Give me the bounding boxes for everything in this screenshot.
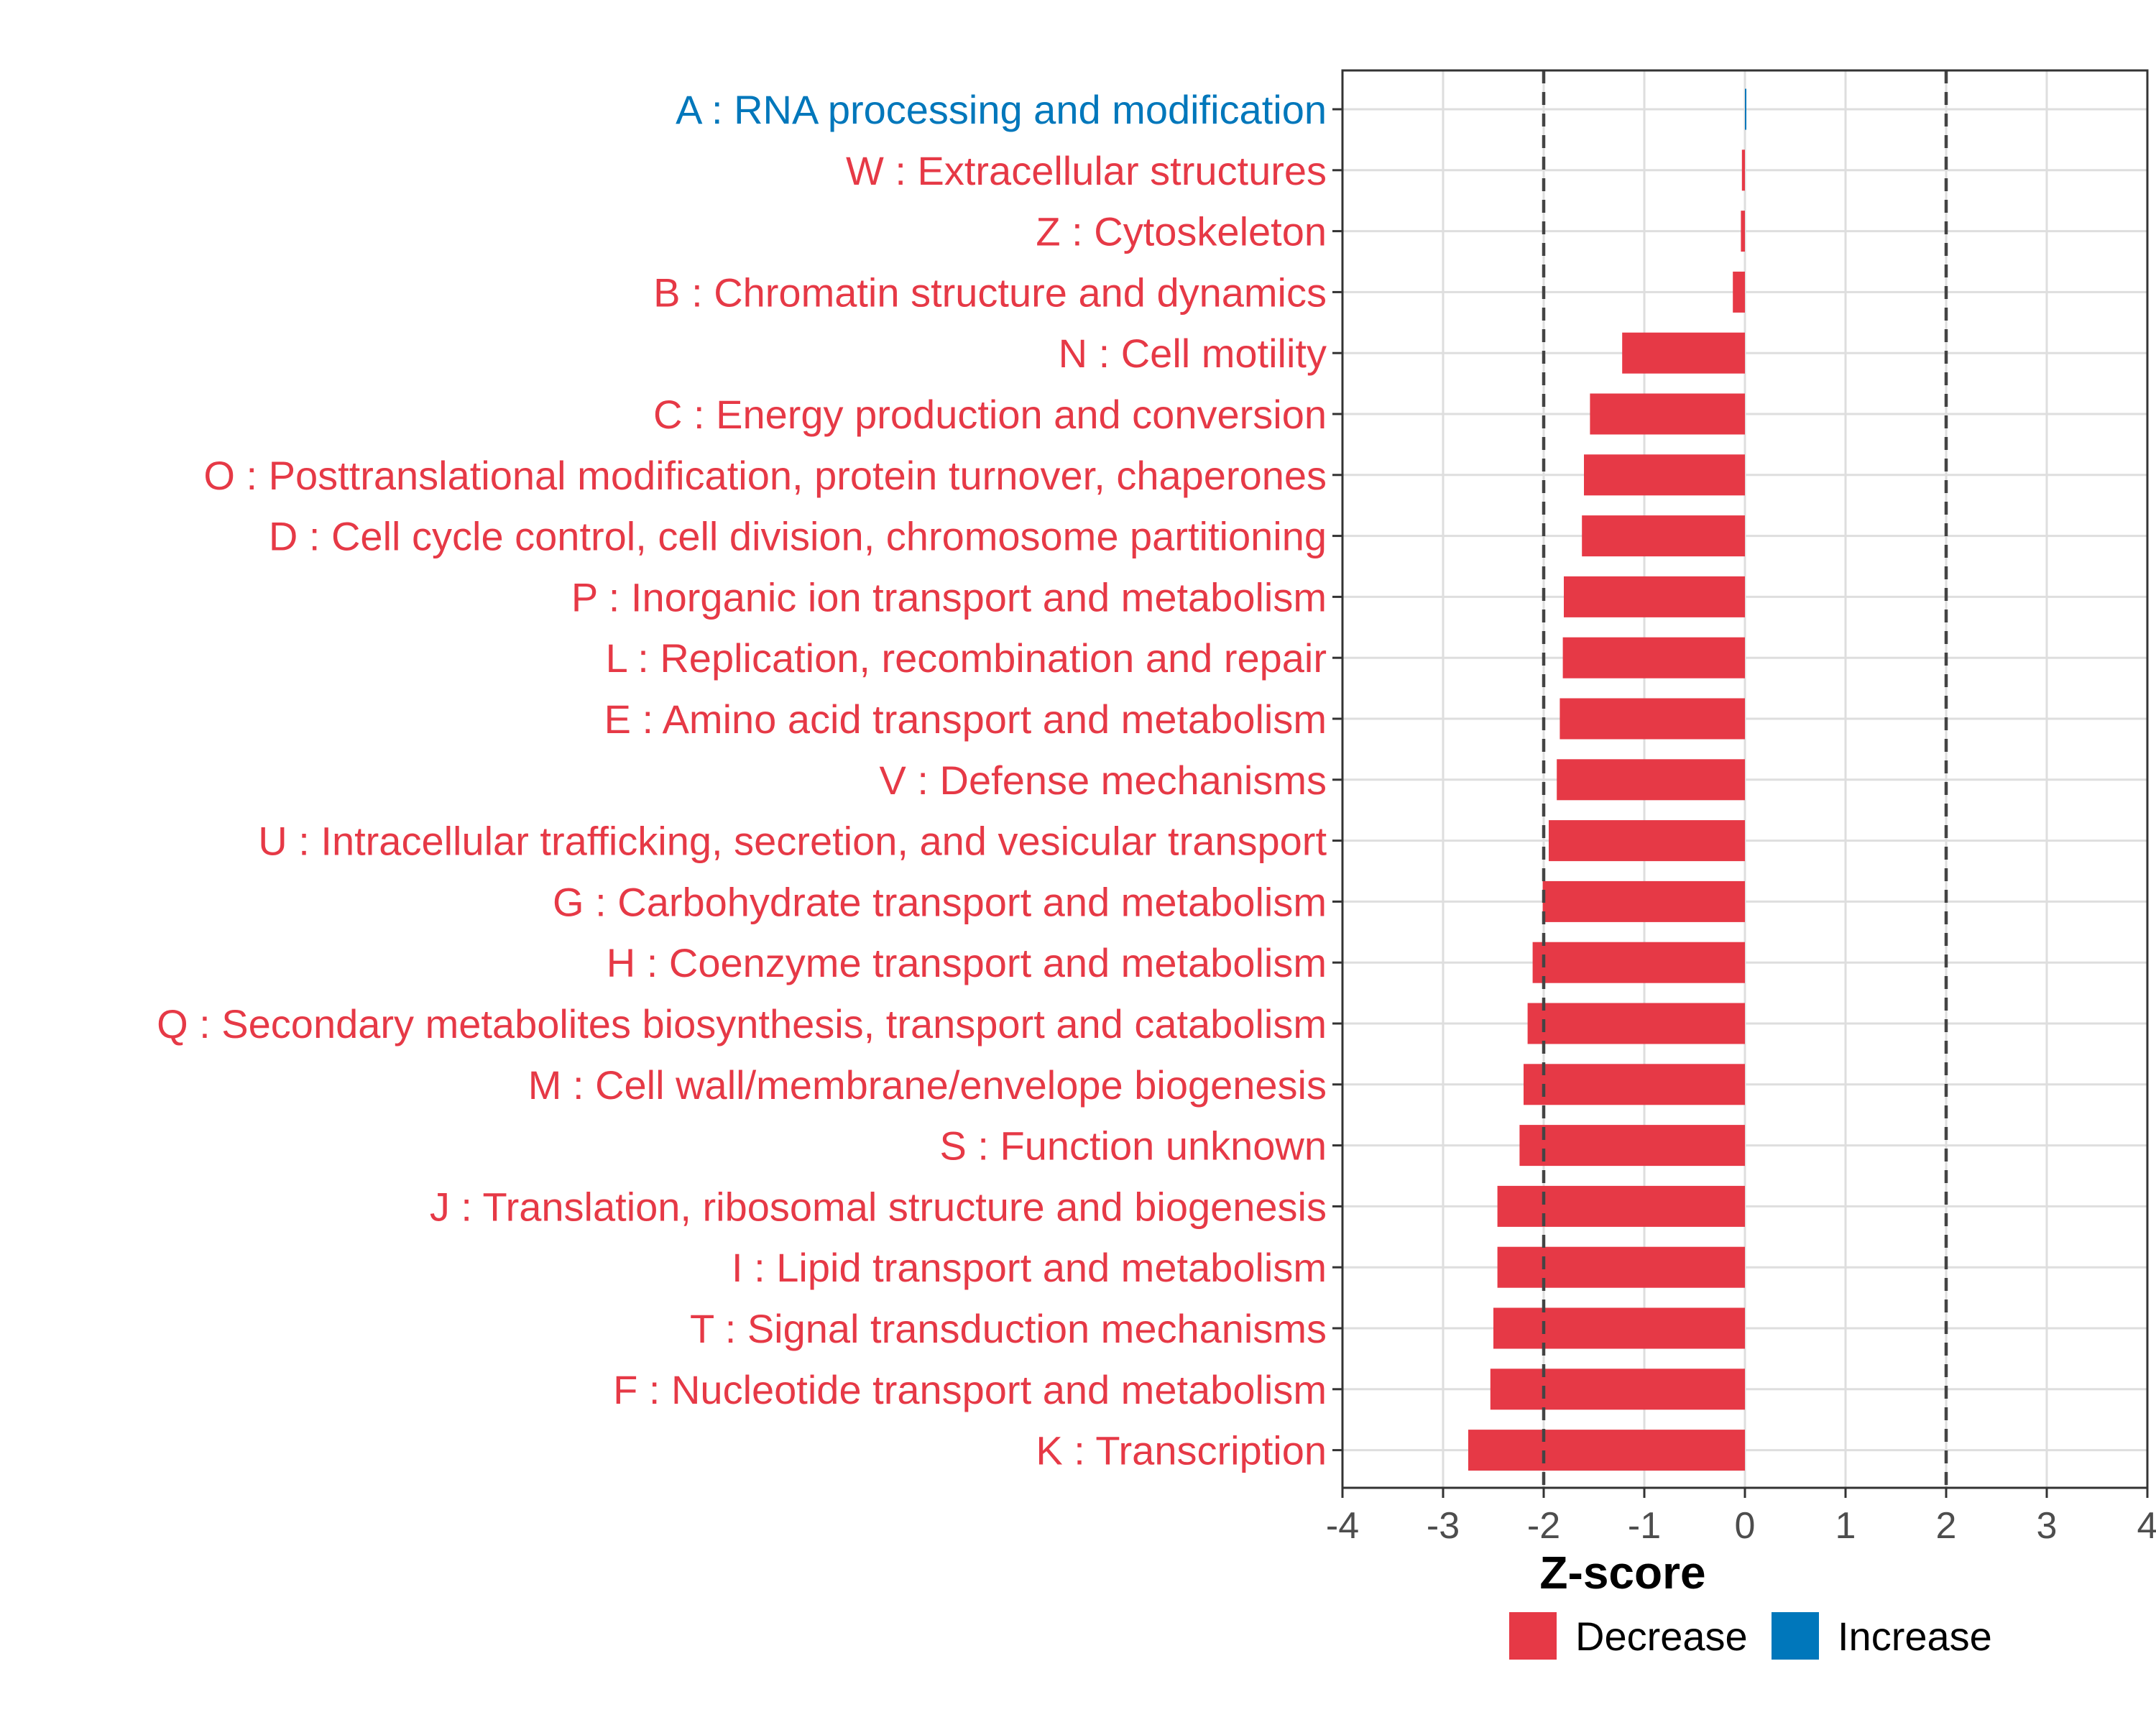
x-tick-label: 0: [1735, 1505, 1756, 1547]
bar: [1622, 332, 1745, 374]
bar: [1564, 576, 1745, 617]
y-tick-label: S : Function unknown: [939, 1123, 1327, 1169]
y-tick-label: B : Chromatin structure and dynamics: [653, 270, 1327, 315]
y-tick-label: L : Replication, recombination and repai…: [606, 635, 1327, 681]
y-tick-label: E : Amino acid transport and metabolism: [604, 696, 1327, 742]
bar: [1524, 1064, 1745, 1105]
x-axis-title: Z-score: [1539, 1547, 1705, 1598]
y-tick-label: M : Cell wall/membrane/envelope biogenes…: [528, 1062, 1327, 1108]
bars: [1468, 88, 1746, 1471]
y-tick-label: G : Carbohydrate transport and metabolis…: [553, 879, 1327, 924]
bar: [1590, 393, 1745, 435]
y-tick-label: Q : Secondary metabolites biosynthesis, …: [157, 1001, 1327, 1046]
legend-label: Decrease: [1575, 1614, 1748, 1659]
y-tick-label: D : Cell cycle control, cell division, c…: [269, 514, 1327, 559]
x-tick-label: 4: [2137, 1505, 2156, 1547]
y-tick-label: T : Signal transduction mechanisms: [690, 1306, 1327, 1351]
bar: [1557, 759, 1745, 801]
y-tick-label: Z : Cytoskeleton: [1036, 209, 1327, 254]
x-tick-label: 2: [1936, 1505, 1957, 1547]
y-tick-label: U : Intracellular trafficking, secretion…: [258, 819, 1327, 864]
bar: [1542, 880, 1745, 922]
legend-label: Increase: [1838, 1614, 1992, 1659]
bar: [1741, 150, 1745, 191]
y-tick-label: A : RNA processing and modification: [676, 87, 1327, 132]
bar: [1549, 820, 1745, 862]
x-tick-label: -4: [1326, 1505, 1359, 1547]
bar: [1490, 1368, 1745, 1410]
bar: [1584, 454, 1745, 496]
bar: [1532, 942, 1745, 983]
y-tick-label: C : Energy production and conversion: [653, 392, 1327, 437]
x-tick-label: 1: [1835, 1505, 1856, 1547]
bar: [1582, 515, 1745, 557]
x-tick-label: -1: [1628, 1505, 1661, 1547]
y-tick-label: K : Transcription: [1036, 1428, 1327, 1473]
bar: [1741, 211, 1745, 252]
y-tick-label: O : Posttranslational modification, prot…: [203, 453, 1327, 498]
bar: [1497, 1246, 1745, 1288]
legend-key: [1509, 1612, 1557, 1660]
x-tick-label: -3: [1427, 1505, 1460, 1547]
x-tick-label: -2: [1527, 1505, 1560, 1547]
bar: [1519, 1125, 1745, 1167]
bar: [1560, 698, 1745, 740]
bar: [1493, 1307, 1745, 1349]
y-tick-label: F : Nucleotide transport and metabolism: [613, 1367, 1327, 1412]
bar: [1497, 1185, 1745, 1227]
x-axis: -4 -3 -2 -1 0 1 2 3 4: [1326, 1488, 2156, 1547]
bar: [1733, 271, 1745, 313]
y-tick-label: V : Defense mechanisms: [880, 758, 1327, 803]
bar: [1468, 1430, 1745, 1471]
bar: [1562, 637, 1745, 678]
y-tick-label: H : Coenzyme transport and metabolism: [607, 940, 1327, 985]
bar: [1745, 88, 1746, 130]
x-tick-label: 3: [2037, 1505, 2058, 1547]
y-tick-label: I : Lipid transport and metabolism: [732, 1245, 1327, 1290]
y-axis: A : RNA processing and modification W : E…: [157, 87, 1342, 1473]
y-tick-label: J : Translation, ribosomal structure and…: [430, 1184, 1327, 1229]
y-tick-label: N : Cell motility: [1059, 331, 1327, 376]
legend-key: [1772, 1612, 1819, 1660]
legend: Decrease Increase: [1509, 1612, 1992, 1660]
y-tick-label: P : Inorganic ion transport and metaboli…: [571, 574, 1327, 620]
y-tick-label: W : Extracellular structures: [846, 148, 1327, 193]
bar: [1527, 1003, 1745, 1044]
